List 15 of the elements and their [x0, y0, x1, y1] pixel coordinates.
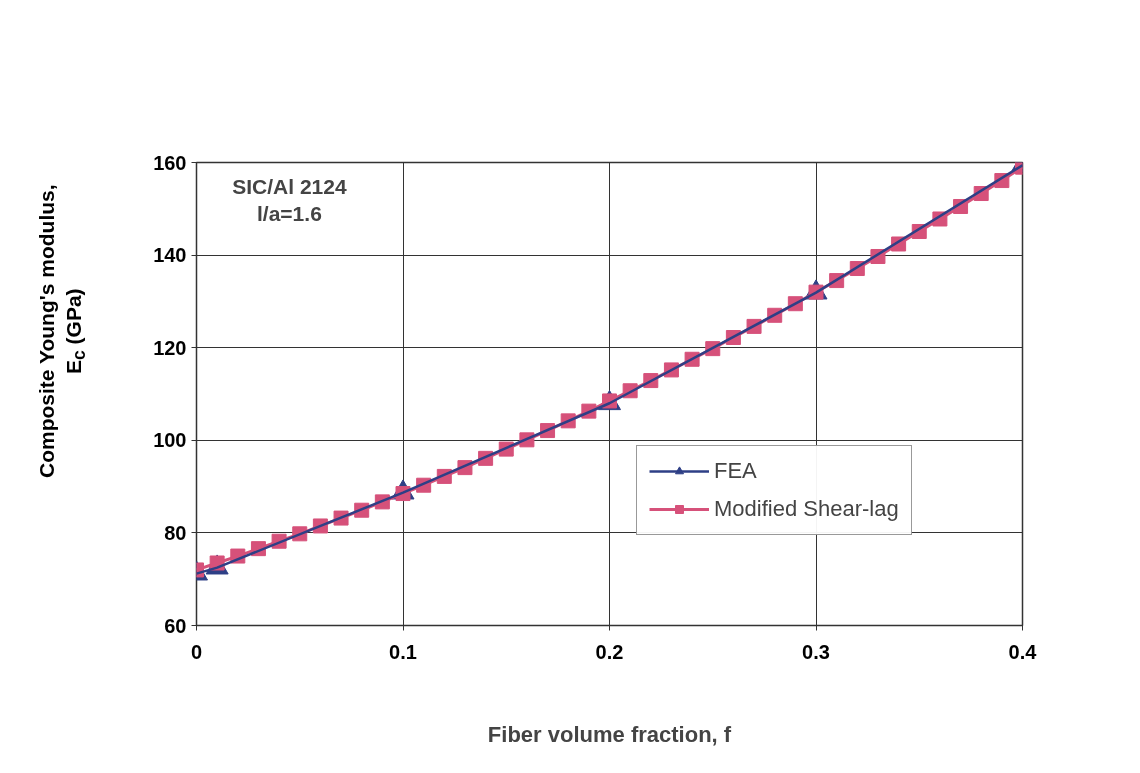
y-tick-label: 140 — [153, 244, 187, 267]
y-tick-label: 120 — [153, 336, 187, 359]
y-tick-label: 60 — [164, 614, 187, 637]
x-tick-label: 0 — [190, 640, 203, 663]
x-tick-label: 0.2 — [595, 640, 624, 663]
x-tick-label: 0.4 — [1008, 640, 1038, 663]
legend-label: FEA — [714, 458, 757, 484]
y-tick-label: 80 — [164, 521, 187, 544]
annotation: SIC/Al 2124 l/a=1.6 — [232, 174, 347, 226]
legend-label: Modified Shear-lag — [714, 496, 899, 522]
x-tick-label: 0.1 — [389, 640, 417, 663]
y-tick-label: 160 — [153, 151, 187, 174]
x-tick-label: 0.3 — [802, 640, 830, 663]
x-axis-title: Fiber volume fraction, f — [487, 721, 732, 747]
y-tick-label: 100 — [153, 429, 187, 452]
